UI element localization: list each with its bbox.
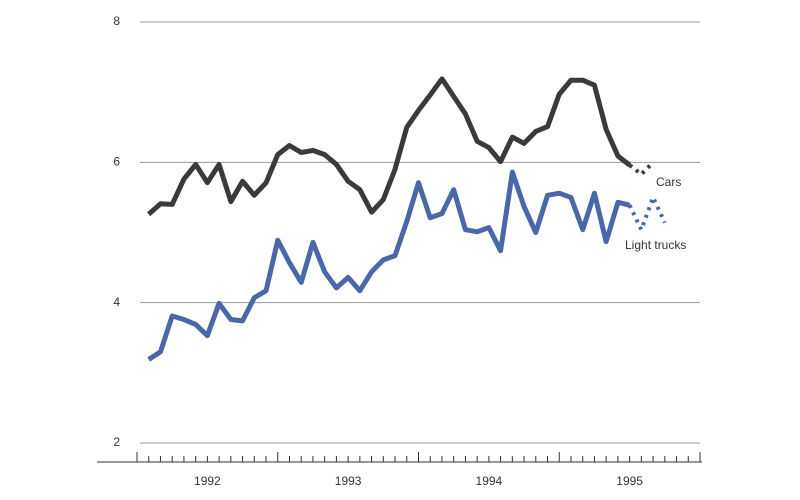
series-label: Light trucks xyxy=(625,238,686,252)
forecast-line xyxy=(627,195,667,232)
forecast-line xyxy=(628,160,655,177)
x-tick-label: 1993 xyxy=(335,474,362,488)
y-tick-label: 6 xyxy=(113,155,120,169)
x-tick-label: 1995 xyxy=(616,474,643,488)
series-label: Cars xyxy=(656,175,681,189)
x-tick-label: 1994 xyxy=(476,474,503,488)
y-tick-label: 8 xyxy=(113,14,120,28)
y-tick-label: 2 xyxy=(113,435,120,449)
series-line xyxy=(147,76,632,217)
y-tick-label: 4 xyxy=(113,295,120,309)
x-tick-label: 1992 xyxy=(194,474,221,488)
series-line xyxy=(147,169,631,362)
